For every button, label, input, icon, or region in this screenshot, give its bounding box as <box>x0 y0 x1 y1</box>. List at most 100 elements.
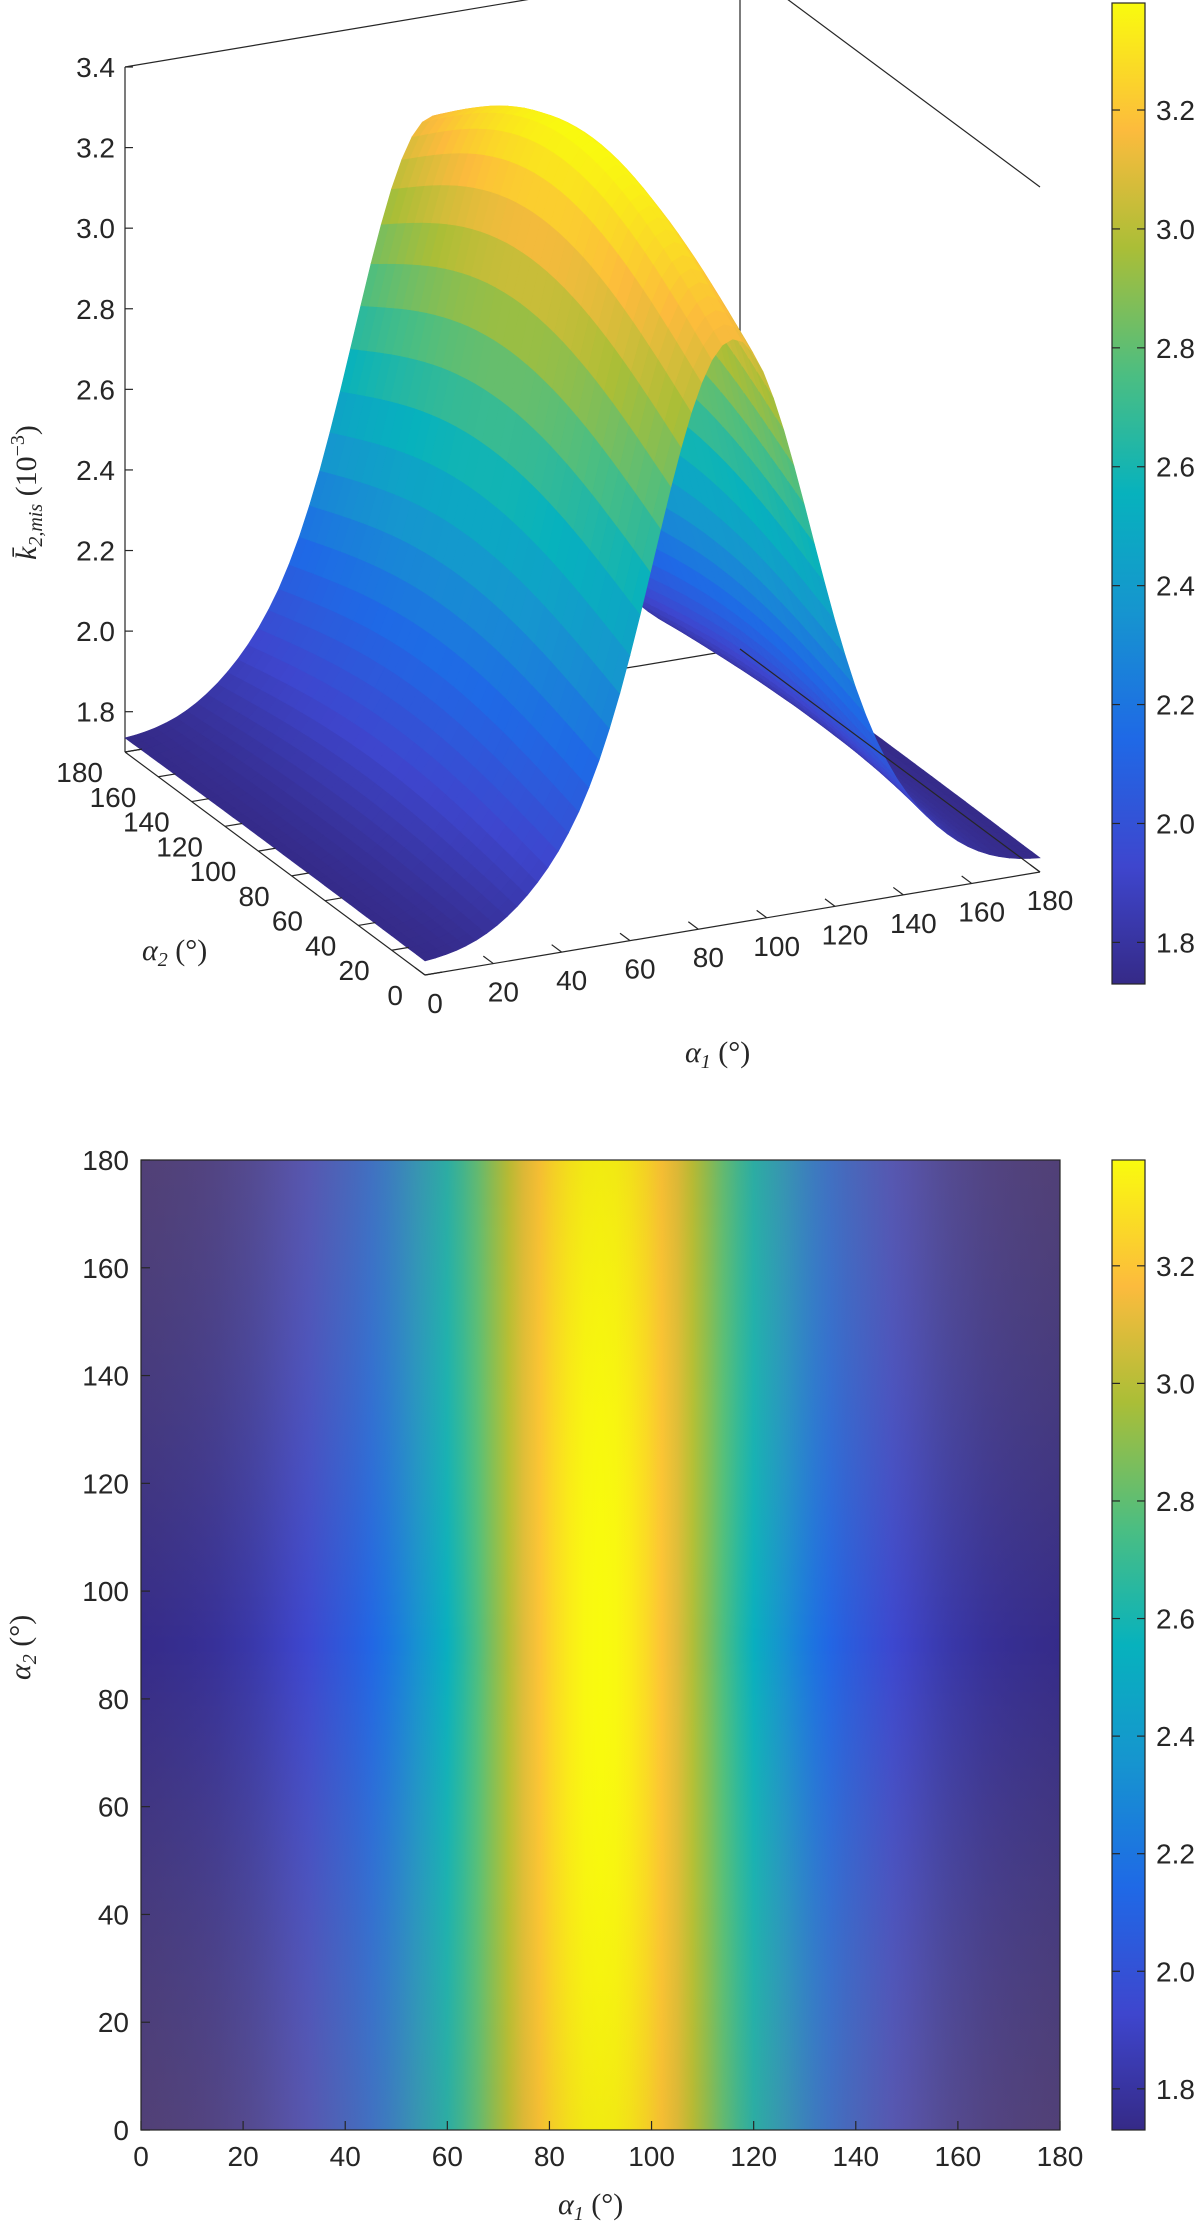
colorbar-top-ticks: 1.8 2.0 2.2 2.4 2.6 2.8 3.0 3.2 <box>1112 95 1195 958</box>
colorbar-tick-label: 1.8 <box>1156 927 1195 958</box>
surface-y-tick <box>158 773 176 778</box>
heatmap-vertical-shading <box>141 1160 1060 2130</box>
heatmap-xlabel: α1 (°) <box>558 2188 623 2223</box>
y-axis-line <box>124 751 426 976</box>
surface-z-tick-label: 2.2 <box>76 536 115 567</box>
surface-z-tick-label: 3.2 <box>76 133 115 164</box>
surface-y-tick-label: 180 <box>56 757 103 788</box>
heatmap-x-tick-label: 40 <box>330 2141 361 2172</box>
colorbar-tick-label: 1.8 <box>1156 2074 1195 2105</box>
surface-xlabel: α1 (°) <box>685 1036 750 1073</box>
surface-x-tick-label: 140 <box>890 908 937 939</box>
surface-y-tick-label: 80 <box>239 881 270 912</box>
surface-y-tick-label: 40 <box>305 930 336 961</box>
surface-z-tick-label: 2.0 <box>76 616 115 647</box>
colorbar-tick-label: 2.4 <box>1156 1721 1195 1752</box>
surface-y-tick <box>391 946 409 951</box>
colorbar-tick-label: 3.0 <box>1156 1368 1195 1399</box>
surface-ylabel: α2 (°) <box>142 934 207 971</box>
heatmap-x-tick-label: 180 <box>1037 2141 1084 2172</box>
heatmap-x-tick-label: 0 <box>133 2141 149 2172</box>
heatmap-y-tick-label: 120 <box>82 1468 129 1499</box>
surface-z-tick-label: 3.0 <box>76 213 115 244</box>
surface-x-tick <box>756 909 768 919</box>
colorbar-tick-label: 3.0 <box>1156 214 1195 245</box>
surface-x-tick-label: 160 <box>958 896 1005 927</box>
surface-x-tick-label: 60 <box>624 954 655 985</box>
surface-x-tick <box>482 955 494 965</box>
surface-z-tick-label: 3.4 <box>76 52 115 83</box>
surface-x-tick <box>551 944 563 953</box>
heatmap-x-tick-label: 20 <box>228 2141 259 2172</box>
surface-y-tick <box>258 847 276 852</box>
heatmap-x-tick-label: 160 <box>935 2141 982 2172</box>
surface-x-tick-label: 100 <box>753 931 800 962</box>
heatmap-frame <box>140 1159 1061 2131</box>
heatmap-ylabel: α2 (°) <box>4 1615 41 1680</box>
surface-y-tick <box>124 748 143 753</box>
colorbar-tick-label: 2.8 <box>1156 333 1195 364</box>
heatmap-ticks: 0 20 40 60 80 100 120 140 160 180 0 20 40 60 80 100 120 1… <box>82 1145 1083 2172</box>
colorbar-tick-label: 2.8 <box>1156 1486 1195 1517</box>
surface-y-tick-label: 140 <box>123 807 170 838</box>
surface-x-tick-label: 180 <box>1027 885 1074 916</box>
heatmap-x-tick-label: 140 <box>832 2141 879 2172</box>
surface-y-tick <box>291 872 309 877</box>
colorbar-bottom-ticks: 1.8 2.0 2.2 2.4 2.6 2.8 3.0 3.2 <box>1112 1251 1195 2105</box>
surface-z-tick-label: 1.8 <box>76 697 115 728</box>
surface-y-tick-label: 120 <box>156 831 203 862</box>
colorbar-bottom-gradient <box>1111 1159 1146 2131</box>
colorbar-bottom: 1.8 2.0 2.2 2.4 2.6 2.8 3.0 3.2 <box>1111 1159 1195 2131</box>
surface-y-tick-label: 0 <box>387 980 403 1011</box>
surface-plot: 0 20 40 60 80 100 120 140 160 1800204060801001201… <box>7 0 1073 1073</box>
surface-patch <box>1020 851 1041 859</box>
surface-x-tick-label: 40 <box>556 965 587 996</box>
heatmap-x-tick-label: 80 <box>534 2141 565 2172</box>
colorbar-tick-label: 2.0 <box>1156 1956 1195 1987</box>
surface-x-tick-label: 120 <box>822 919 869 950</box>
surface-x-tick <box>1029 864 1041 873</box>
heatmap-x-tick-label: 120 <box>730 2141 777 2172</box>
surface-x-tick <box>687 921 699 930</box>
surface-x-tick <box>824 898 836 907</box>
x-axis-line <box>424 871 1041 976</box>
surface-x-tick <box>414 967 426 976</box>
heatmap-y-tick-label: 80 <box>98 1684 129 1715</box>
colorbar-tick-label: 2.0 <box>1156 808 1195 839</box>
surface-zlabel: k̄2,mis (10−3) <box>7 425 47 560</box>
surface-y-tick <box>224 822 243 827</box>
colorbar-tick-label: 3.2 <box>1156 95 1195 126</box>
surface-ticks: 0 20 40 60 80 100 120 140 160 1800204060801001201… <box>56 52 1073 1019</box>
heatmap-y-tick-label: 100 <box>82 1576 129 1607</box>
surface-x-tick-label: 80 <box>693 942 724 973</box>
surface-x-tick <box>892 886 904 896</box>
colorbar-tick-label: 2.6 <box>1156 1604 1195 1635</box>
surface-y-tick-label: 100 <box>190 856 237 887</box>
surface-y-tick <box>424 971 443 976</box>
heatmap-y-tick-label: 60 <box>98 1792 129 1823</box>
heatmap-y-tick-label: 160 <box>82 1253 129 1284</box>
surface-y-tick-label: 60 <box>272 906 303 937</box>
heatmap-y-tick-label: 40 <box>98 1899 129 1930</box>
box-edge-top-right <box>787 0 1041 188</box>
surface-y-tick-label: 20 <box>339 955 370 986</box>
axes-box-front <box>124 648 1041 976</box>
surface-z-tick-label: 2.4 <box>76 455 115 486</box>
colorbar-tick-label: 2.2 <box>1156 690 1195 721</box>
surface-x-tick <box>961 875 973 884</box>
heatmap-y-tick-label: 20 <box>98 2007 129 2038</box>
surface-y-tick <box>191 798 209 803</box>
box-edge-back-top <box>124 0 529 68</box>
surface-y-tick-label: 160 <box>90 782 137 813</box>
heatmap-y-tick-label: 0 <box>113 2115 129 2146</box>
colorbar-tick-label: 2.6 <box>1156 452 1195 483</box>
box-edge-right-bottom <box>739 648 1041 873</box>
surface-x-tick <box>619 932 631 942</box>
surface-z-tick-label: 2.8 <box>76 294 115 325</box>
colorbar-top-gradient <box>1111 2 1146 985</box>
colorbar-tick-label: 2.2 <box>1156 1839 1195 1870</box>
surface-x-tick-label: 20 <box>488 977 519 1008</box>
surface-y-tick <box>324 897 343 902</box>
heatmap-x-tick-label: 100 <box>628 2141 675 2172</box>
